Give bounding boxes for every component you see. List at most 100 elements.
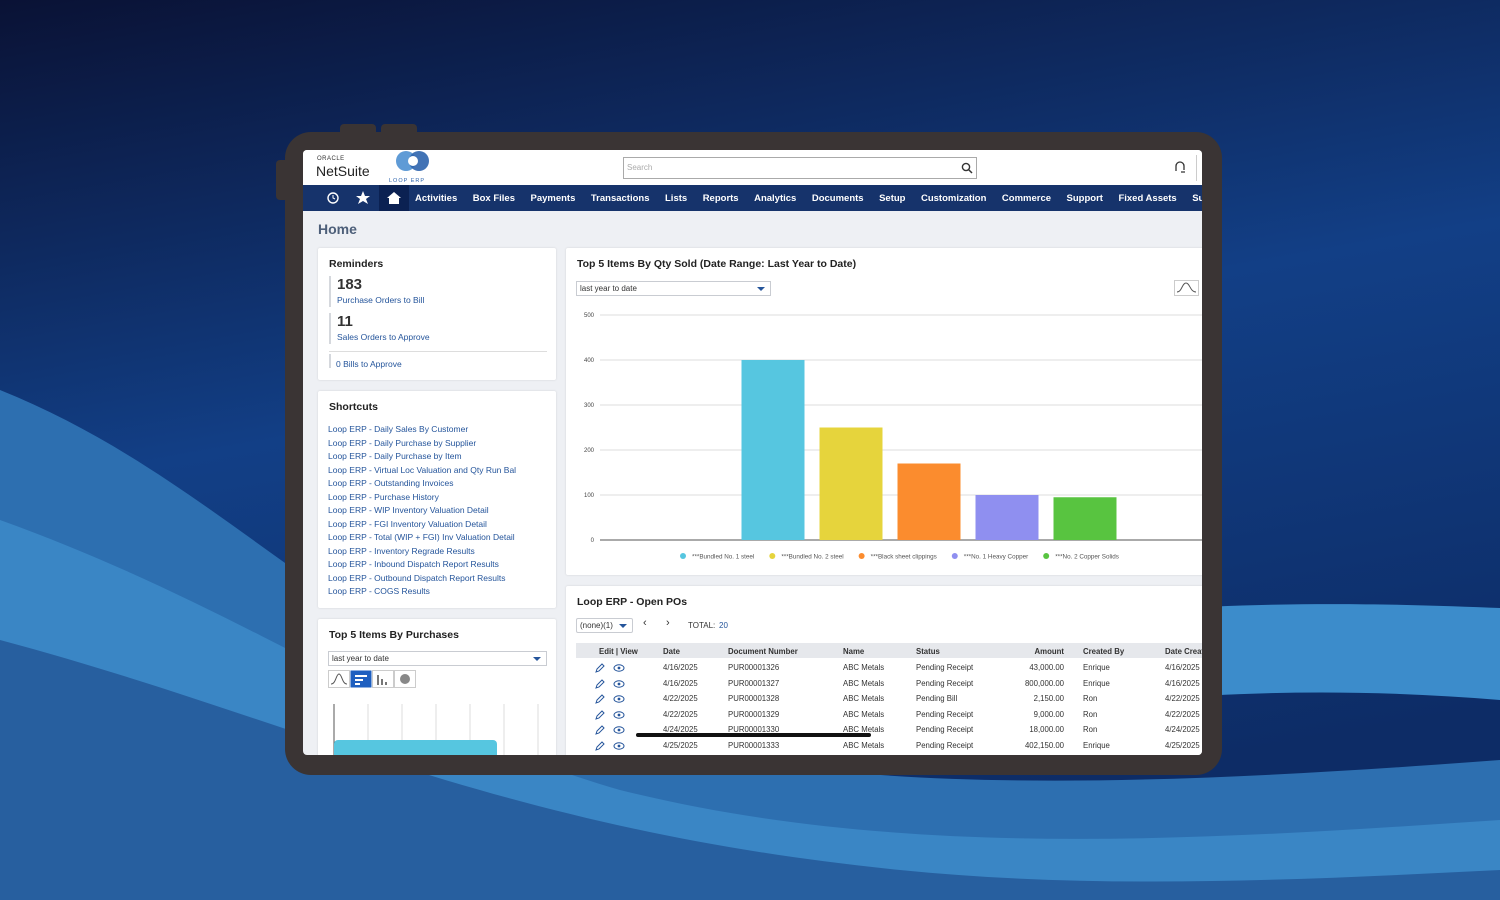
nav-item[interactable]: Transactions [590, 192, 650, 204]
panel-title: Loop ERP - Open POs [577, 596, 688, 608]
table-cell: Enrique [1083, 678, 1110, 688]
reminder: 11 Sales Orders to Approve [329, 313, 541, 344]
nav-item[interactable]: Analytics [754, 192, 797, 204]
reminder: 183 Purchase Orders to Bill [329, 276, 541, 307]
open-pos-panel: Loop ERP - Open POs (none)(1) ‹ › TOTAL:… [566, 586, 1202, 755]
shortcut-link[interactable]: Loop ERP - WIP Inventory Valuation Detai… [328, 505, 489, 515]
shortcut-link[interactable]: Loop ERP - Inbound Dispatch Report Resul… [328, 559, 499, 569]
next-button[interactable]: › [666, 617, 670, 629]
nav-item[interactable]: Setup [879, 192, 906, 204]
y-tick-label: 400 [584, 358, 595, 364]
column-header: Status [916, 647, 940, 656]
shortcut-link[interactable]: Loop ERP - Purchase History [328, 491, 439, 502]
user-icon[interactable] [1173, 160, 1187, 174]
table-cell: Enrique [1083, 740, 1110, 750]
scroll-indicator [636, 733, 871, 737]
table-cell: 9,000.00 [1033, 709, 1064, 719]
column-header: Date Created [1165, 647, 1202, 656]
legend-swatch [1043, 553, 1050, 559]
bar [819, 427, 883, 540]
y-tick-label: 200 [584, 448, 595, 454]
date-select[interactable]: last year to date [328, 651, 547, 666]
table-cell: 4/25/2025 [663, 740, 698, 750]
nav-item[interactable]: Fixed Assets [1118, 192, 1177, 204]
row-actions[interactable] [594, 692, 634, 710]
table-cell: Ron [1083, 694, 1098, 703]
chart-type-buttons[interactable] [328, 670, 418, 690]
column-header: Document Number [728, 647, 798, 656]
table-cell: 43,000.00 [1029, 663, 1064, 672]
table-cell: Pending Receipt [916, 678, 974, 688]
row-actions[interactable] [594, 677, 634, 695]
nav-item[interactable]: Payments [530, 192, 576, 204]
reminder-count: 183 [337, 276, 363, 293]
logo-text: LOOP ERP [389, 178, 426, 184]
filter-select[interactable]: (none)(1) [576, 618, 633, 633]
divider [329, 351, 547, 352]
total-label: TOTAL: [688, 621, 716, 630]
column-header: Edit | View [599, 647, 638, 656]
search-box[interactable]: Search [623, 157, 977, 179]
chart-panel: Top 5 Items By Qty Sold (Date Range: Las… [566, 248, 1202, 575]
nav-item[interactable]: Support [1066, 192, 1103, 204]
shortcut-link[interactable]: Loop ERP - Outbound Dispatch Report Resu… [328, 572, 506, 583]
search-placeholder: Search [627, 163, 653, 172]
prev-button[interactable]: ‹ [643, 617, 647, 629]
row-actions[interactable] [594, 661, 634, 679]
nav-item[interactable]: Customization [920, 192, 987, 204]
table-cell: 4/16/2025 [1165, 678, 1200, 688]
nav-bar: Activities Box Files Payments Transactions L… [303, 185, 1202, 211]
shortcut-link[interactable]: Loop ERP - Daily Purchase by Item [328, 451, 462, 461]
nav-item[interactable]: Reports [702, 192, 739, 204]
table-cell: ABC Metals [843, 725, 885, 734]
shortcut-link[interactable]: Loop ERP - COGS Results [328, 586, 430, 596]
bar [897, 463, 961, 540]
chart-title: Top 5 Items By Qty Sold (Date Range: Las… [577, 258, 857, 270]
legend-label: ***No. 1 Heavy Copper [964, 554, 1028, 561]
nav-item[interactable]: Box Files [472, 192, 515, 204]
purchases-panel: Top 5 Items By Purchases last year to da… [318, 619, 556, 755]
table-cell: PUR00001328 [728, 694, 780, 703]
reminder-label[interactable]: Purchase Orders to Bill [337, 295, 425, 305]
reminder-footer[interactable]: 0 Bills to Approve [336, 359, 402, 369]
shortcut-link[interactable]: Loop ERP - FGI Inventory Valuation Detai… [328, 518, 487, 529]
nav-item[interactable]: Documents [811, 192, 864, 204]
shortcut-link[interactable]: Loop ERP - Inventory Regrade Results [328, 545, 475, 556]
table-cell: ABC Metals [843, 709, 885, 719]
table-cell: 2,150.00 [1033, 694, 1064, 703]
chart-type-button[interactable] [1174, 280, 1200, 296]
shortcut-link[interactable]: Loop ERP - Virtual Loc Valuation and Qty… [328, 464, 517, 475]
nav-item[interactable]: Lists [665, 192, 688, 204]
legend-label: ***Bundled No. 1 steel [692, 554, 754, 561]
legend-swatch [680, 553, 686, 559]
row-actions[interactable] [594, 708, 634, 726]
shortcut-link[interactable]: Loop ERP - Daily Purchase by Supplier [328, 437, 477, 448]
legend-swatch [951, 553, 958, 559]
table-cell: 4/24/2025 [663, 725, 698, 734]
bar [1053, 497, 1117, 540]
date-select[interactable]: last year to date [576, 281, 771, 296]
po-table: Edit | View Date Document Number Name Status… [566, 586, 1202, 755]
shortcut-link[interactable]: Loop ERP - Outstanding Invoices [328, 478, 454, 488]
shortcut-link[interactable]: Loop ERP - Daily Sales By Customer [328, 424, 469, 434]
table-cell: 4/22/2025 [663, 694, 698, 703]
row-actions[interactable] [594, 723, 634, 741]
column-header: Created By [1083, 647, 1125, 656]
header: ORACLE NetSuite LOOP ERP Search [303, 150, 1202, 185]
reminder-label[interactable]: Sales Orders to Approve [337, 332, 430, 342]
panel-title: Reminders [329, 258, 384, 270]
column-header: Amount [1034, 647, 1064, 656]
table-cell: Pending Bill [916, 694, 958, 703]
nav-item[interactable]: SuiteSocial [1192, 192, 1202, 204]
legend-label: ***Black sheet clippings [871, 554, 937, 561]
nav-item[interactable]: Commerce [1001, 192, 1052, 204]
table-cell: 4/16/2025 [1165, 663, 1200, 672]
legend-swatch [858, 553, 865, 559]
row-actions[interactable] [594, 739, 634, 756]
table-cell: 4/25/2025 [1165, 740, 1200, 750]
nav-item[interactable]: Activities [415, 192, 458, 204]
table-cell: Enrique [1083, 663, 1110, 672]
nav-icons [327, 185, 409, 211]
shortcut-link[interactable]: Loop ERP - Total (WIP + FGI) Inv Valuati… [328, 532, 515, 542]
